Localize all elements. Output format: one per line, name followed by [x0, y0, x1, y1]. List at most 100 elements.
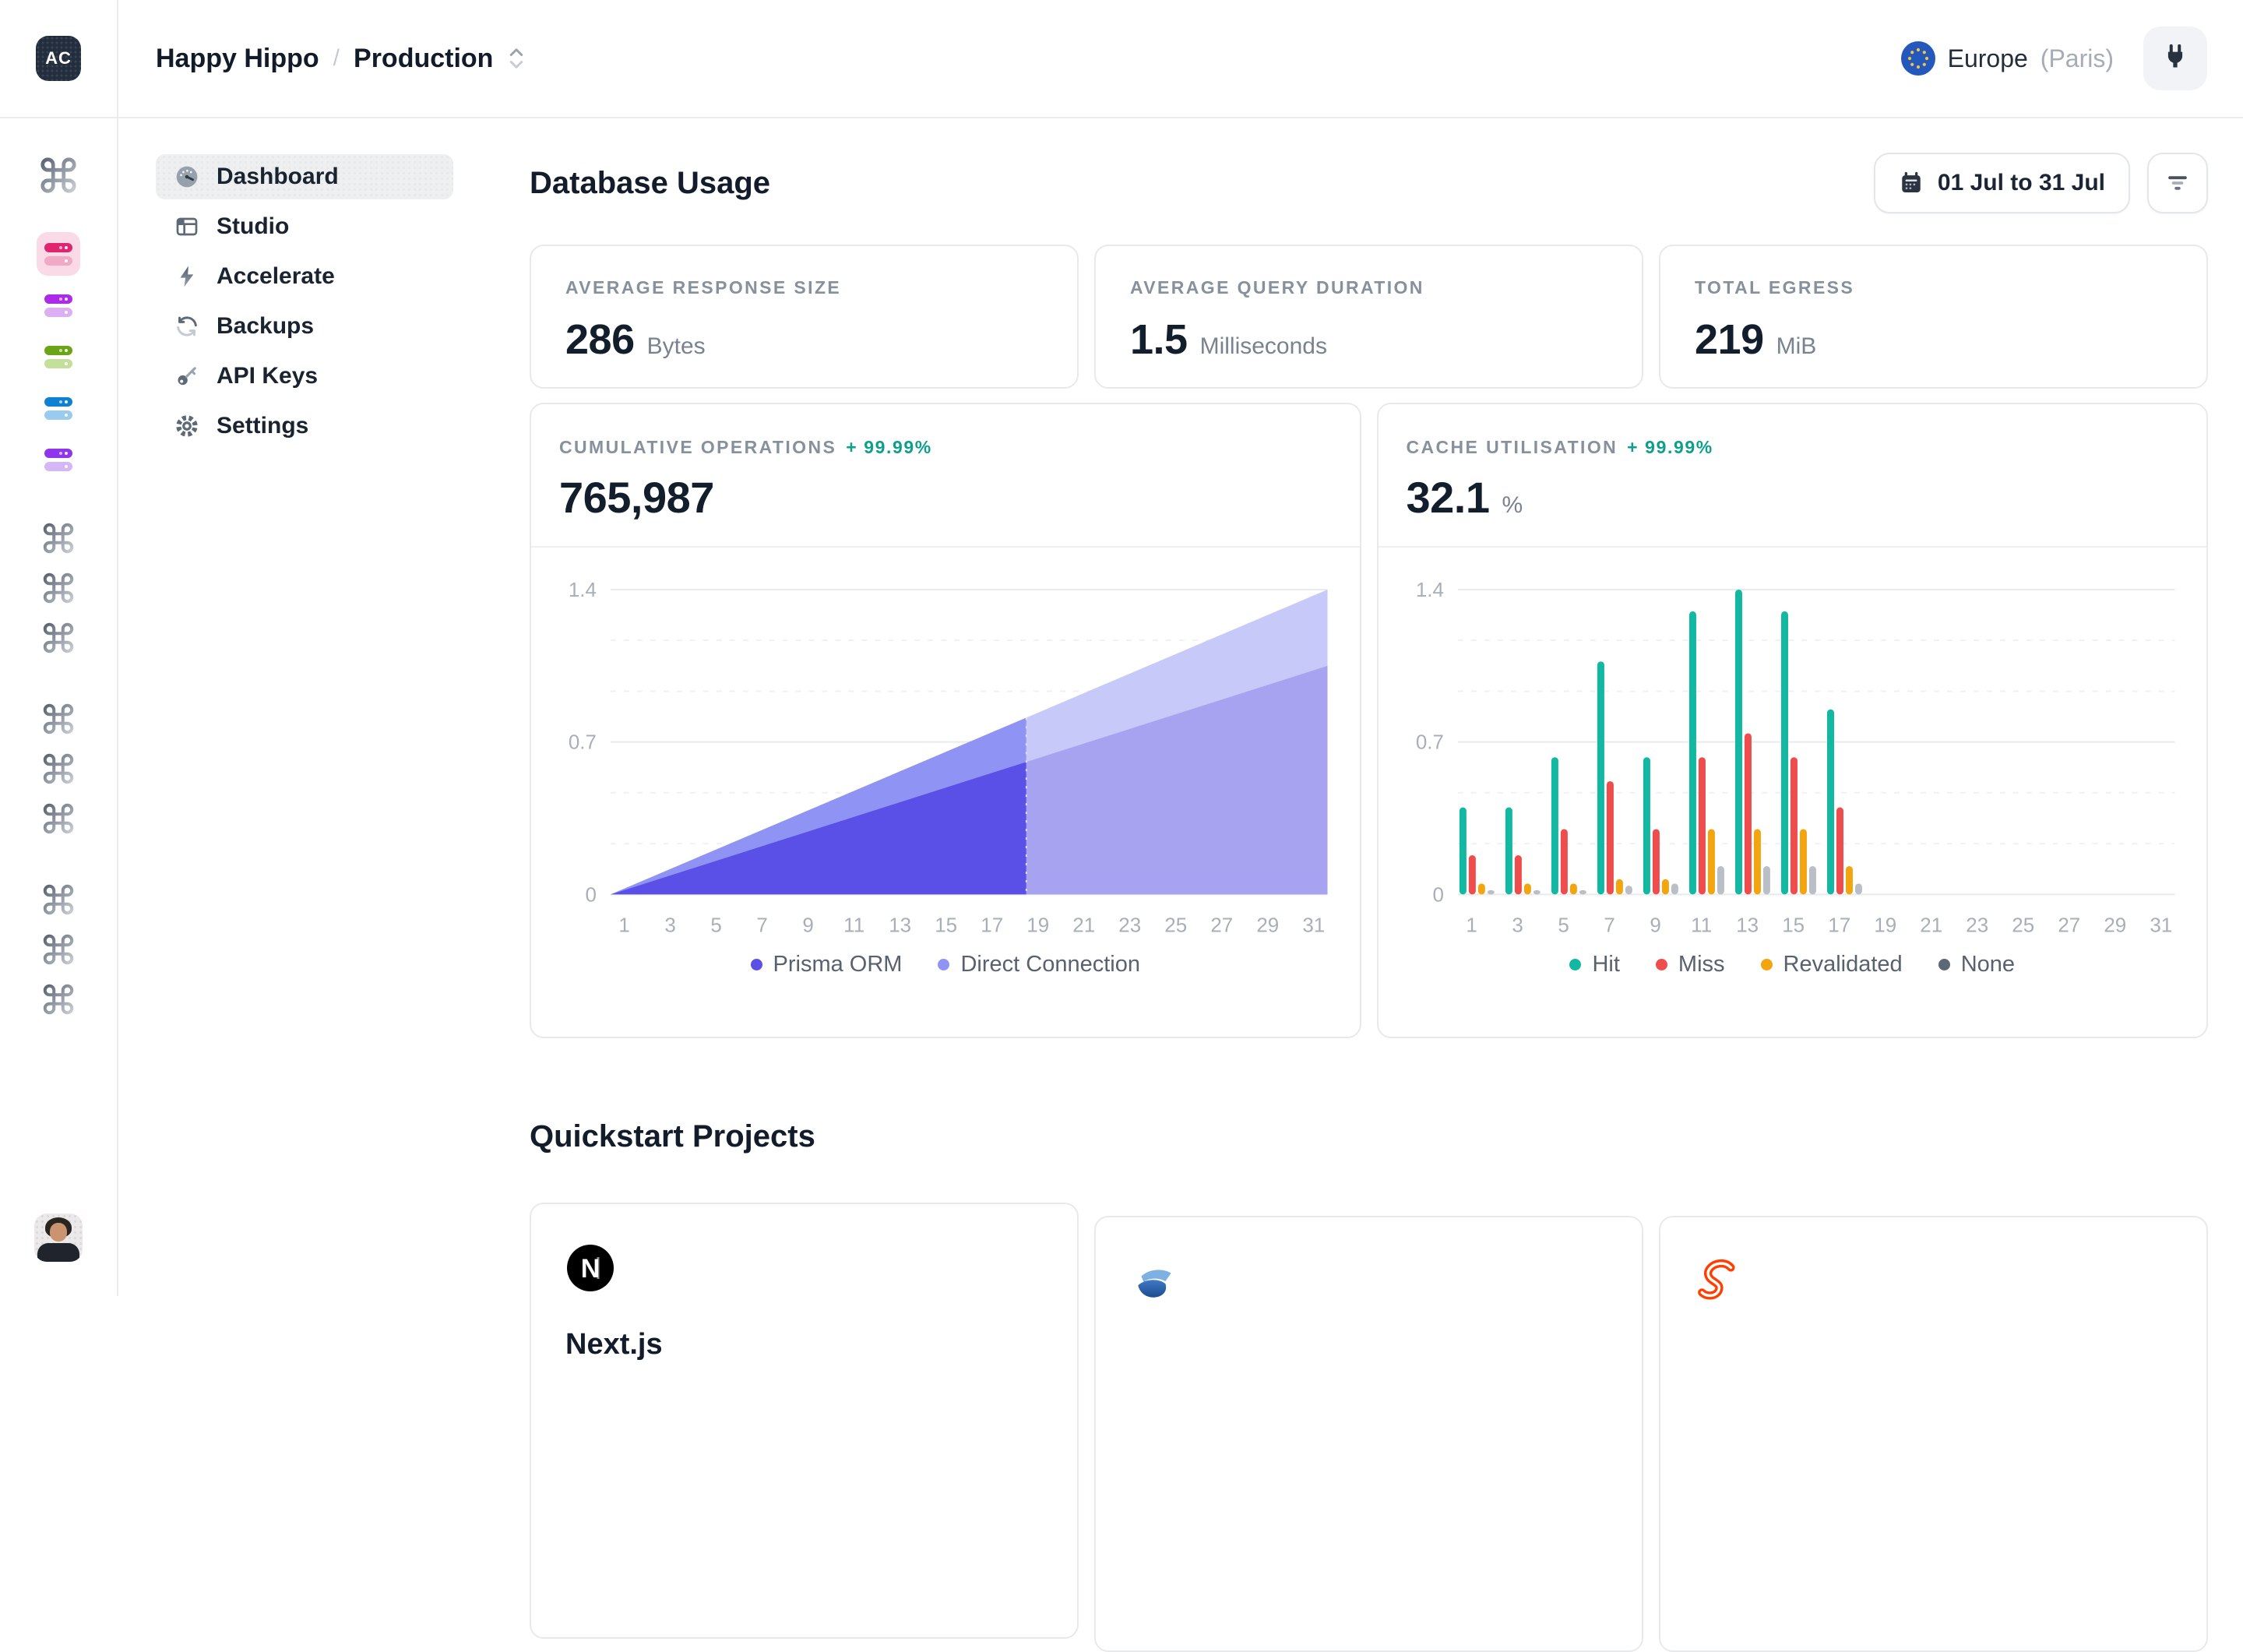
chart-unit: % — [1502, 492, 1523, 518]
topbar: Happy Hippo / Production Europe — [118, 0, 2243, 118]
command-icon[interactable] — [40, 520, 76, 556]
legend-label: Miss — [1678, 952, 1725, 977]
quickstart-card-nextjs[interactable]: N Next.js — [530, 1203, 1079, 1639]
panels-icon — [176, 217, 198, 236]
divider — [1378, 546, 2206, 548]
stats-row: AVERAGE RESPONSE SIZE 286 Bytes AVERAGE … — [530, 245, 2208, 389]
breadcrumb: Happy Hippo / Production — [156, 44, 526, 74]
command-icon[interactable] — [40, 620, 76, 656]
filter-button[interactable] — [2147, 153, 2208, 213]
sidebar-item-label: Settings — [217, 413, 309, 439]
rail-body — [0, 118, 117, 1296]
svg-text:29: 29 — [2104, 913, 2126, 936]
refresh-icon — [177, 316, 197, 336]
database-list — [37, 232, 80, 481]
svg-text:9: 9 — [802, 913, 813, 936]
command-icon[interactable] — [37, 154, 79, 196]
org-avatar[interactable]: AC — [36, 36, 81, 81]
nextjs-logo: N — [567, 1245, 614, 1291]
command-icon[interactable] — [40, 801, 76, 837]
svg-text:1: 1 — [1466, 913, 1477, 936]
command-icon[interactable] — [40, 701, 76, 737]
cumulative-operations-card: CUMULATIVE OPERATIONS + 99.99% 765,987 0 0… — [530, 403, 1361, 1038]
svg-text:0.7: 0.7 — [569, 731, 597, 754]
filter-icon — [2168, 176, 2187, 190]
svg-text:7: 7 — [1604, 913, 1614, 936]
command-icon[interactable] — [40, 570, 76, 606]
legend-label: Revalidated — [1783, 952, 1903, 977]
sidebar-item-dashboard[interactable]: Dashboard — [156, 154, 453, 199]
svg-text:31: 31 — [2150, 913, 2172, 936]
quickstart-card-svelte[interactable] — [1659, 1216, 2208, 1652]
svg-text:17: 17 — [981, 913, 1003, 936]
legend-label: Prisma ORM — [773, 952, 903, 977]
project-sidenav: Dashboard Studio Accelerate — [118, 118, 530, 1296]
database-pink[interactable] — [37, 232, 80, 276]
stat-card-response-size: AVERAGE RESPONSE SIZE 286 Bytes — [530, 245, 1079, 389]
svg-text:13: 13 — [1736, 913, 1759, 936]
connect-button[interactable] — [2143, 26, 2207, 90]
date-range-button[interactable]: 01 Jul to 31 Jul — [1873, 153, 2130, 213]
avatar-body — [37, 1243, 79, 1262]
command-icon[interactable] — [40, 751, 76, 787]
content-row: Dashboard Studio Accelerate — [118, 118, 2243, 1652]
quickstart-cards: N Next.js — [530, 1203, 2208, 1652]
sidebar-item-label: Accelerate — [217, 263, 335, 289]
gear-icon — [176, 415, 198, 437]
sidebar-item-api-keys[interactable]: API Keys — [156, 354, 453, 399]
topbar-right: Europe (Paris) — [1900, 26, 2207, 90]
svg-text:31: 31 — [1302, 913, 1325, 936]
breadcrumb-org[interactable]: Happy Hippo — [156, 43, 319, 73]
plug-icon — [2167, 44, 2183, 68]
main-content: Database Usage — [530, 118, 2243, 1652]
svg-text:5: 5 — [1558, 913, 1569, 936]
chart-delta: + 99.99% — [1627, 437, 1713, 457]
legend-item-none: None — [1938, 952, 2015, 977]
legend-label: None — [1960, 952, 2016, 977]
sidebar-item-backups[interactable]: Backups — [156, 304, 453, 349]
stat-unit: MiB — [1776, 333, 1817, 359]
date-range-label: 01 Jul to 31 Jul — [1937, 170, 2105, 195]
legend-label: Direct Connection — [960, 952, 1140, 977]
divider — [531, 546, 1360, 548]
database-green[interactable] — [37, 335, 80, 379]
legend-item-hit: Hit — [1569, 952, 1620, 977]
sidebar-item-studio[interactable]: Studio — [156, 204, 453, 249]
breadcrumb-project[interactable]: Production — [354, 43, 494, 73]
user-avatar[interactable] — [34, 1213, 83, 1262]
database-violet[interactable] — [37, 438, 80, 481]
region-detail: (Paris) — [2040, 44, 2114, 72]
svg-text:3: 3 — [664, 913, 675, 936]
sidebar-item-settings[interactable]: Settings — [156, 403, 453, 449]
svg-text:1.4: 1.4 — [569, 578, 597, 601]
database-blue[interactable] — [37, 386, 80, 430]
command-icon[interactable] — [40, 981, 76, 1017]
region-name[interactable]: Europe — [1947, 44, 2028, 72]
svg-text:7: 7 — [756, 913, 767, 936]
sidebar-item-label: Studio — [217, 213, 290, 239]
command-icon[interactable] — [40, 882, 76, 918]
chart-value: 765,987 — [559, 473, 714, 522]
svg-text:15: 15 — [1782, 913, 1805, 936]
svelte-logo — [1698, 1259, 1735, 1300]
database-purple[interactable] — [37, 284, 80, 327]
svg-text:27: 27 — [1210, 913, 1233, 936]
svg-text:11: 11 — [1691, 913, 1712, 936]
stat-value: 219 — [1695, 316, 1764, 363]
legend-item-prisma-orm: Prisma ORM — [750, 952, 903, 977]
stat-card-total-egress: TOTAL EGRESS 219 MiB — [1659, 245, 2208, 389]
quickstart-card-solid[interactable] — [1094, 1216, 1643, 1652]
workspace-rail: AC — [0, 0, 118, 1296]
quickstart-card-title: Next.js — [565, 1328, 663, 1361]
command-icon[interactable] — [40, 932, 76, 967]
stat-value: 286 — [565, 316, 635, 363]
project-group-1 — [40, 520, 76, 656]
bar-chart-legend: Hit Miss Revalidated — [1407, 952, 2179, 977]
header-controls: 01 Jul to 31 Jul — [1873, 153, 2208, 213]
sidebar-item-accelerate[interactable]: Accelerate — [156, 254, 453, 299]
project-switcher-chevrons-icon[interactable] — [507, 44, 526, 72]
svg-text:27: 27 — [2058, 913, 2080, 936]
svg-text:21: 21 — [1072, 913, 1095, 936]
page-header: Database Usage — [530, 153, 2208, 213]
svg-text:9: 9 — [1650, 913, 1660, 936]
